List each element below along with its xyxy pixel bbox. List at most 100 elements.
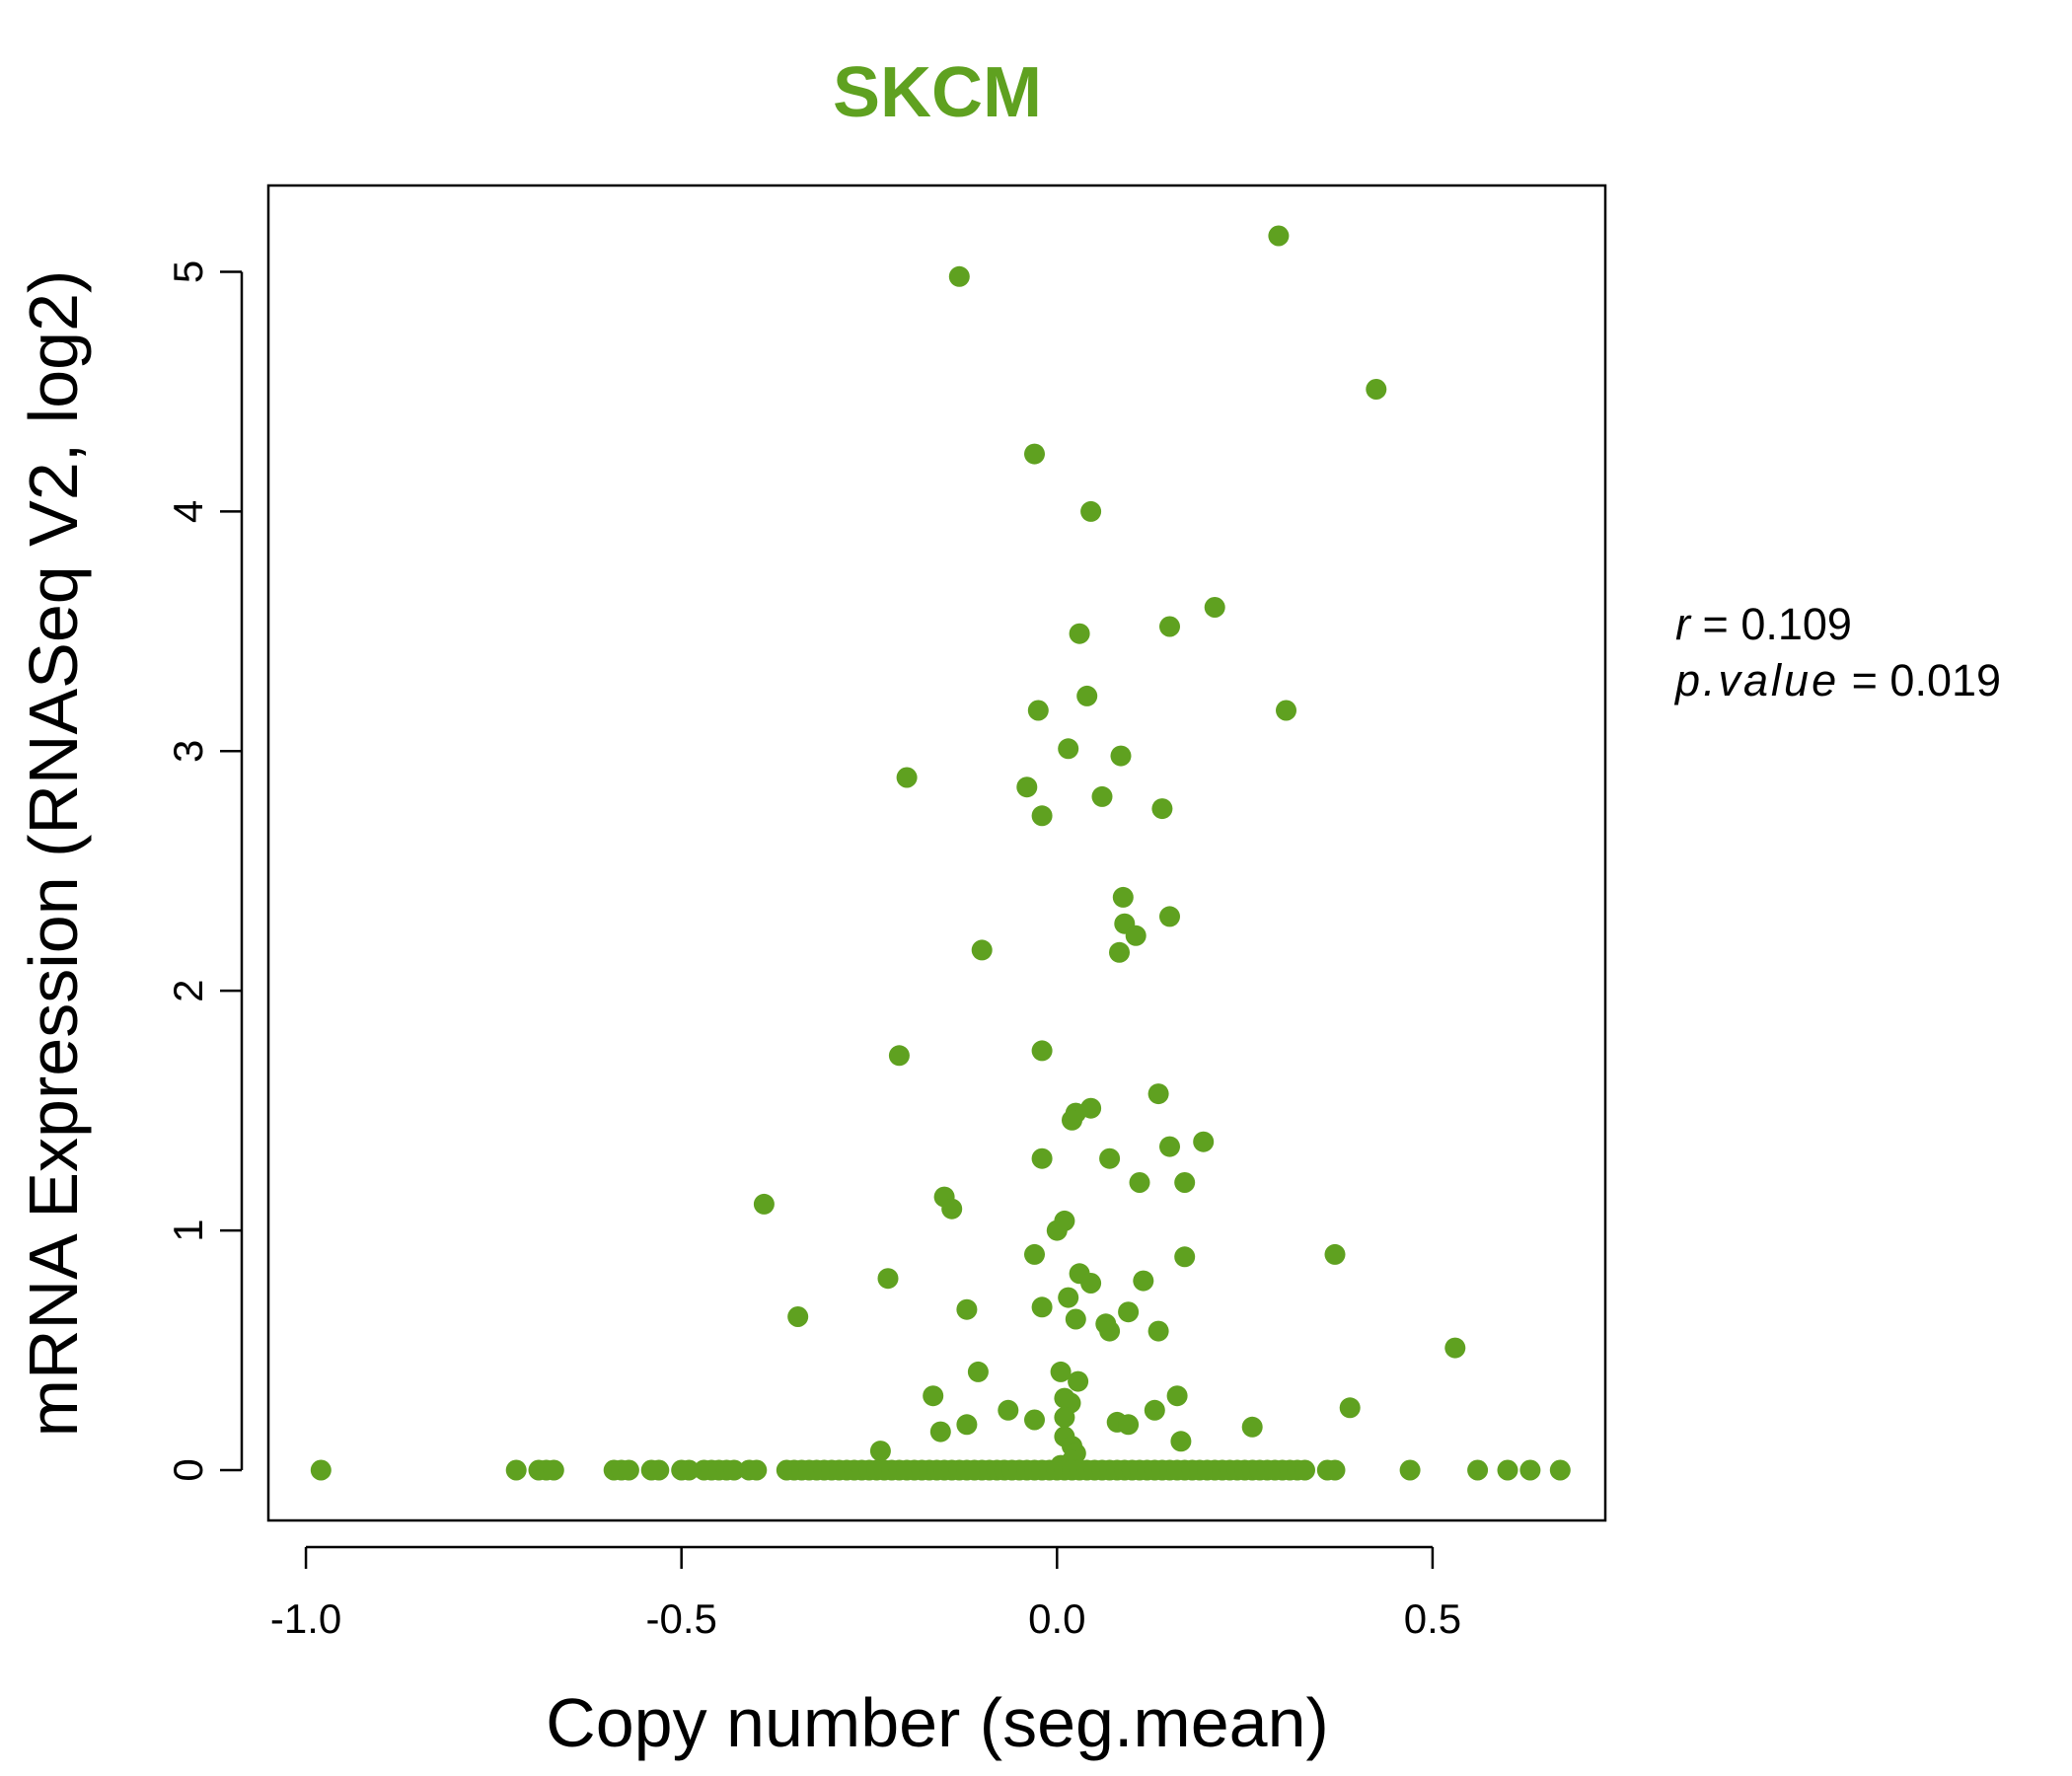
data-point bbox=[723, 1459, 745, 1481]
data-point bbox=[1080, 1273, 1102, 1294]
r-value: 0.109 bbox=[1740, 599, 1852, 649]
data-point bbox=[1166, 1385, 1188, 1407]
data-point bbox=[948, 265, 970, 287]
x-tick-label: 0.0 bbox=[1028, 1595, 1085, 1642]
data-point bbox=[1065, 1308, 1086, 1330]
data-point bbox=[967, 1361, 989, 1382]
chart-title: SKCM bbox=[833, 53, 1042, 132]
r-equals: = bbox=[1703, 599, 1741, 649]
data-point bbox=[1050, 1361, 1072, 1382]
data-point bbox=[1159, 616, 1180, 637]
data-point bbox=[1080, 500, 1102, 522]
data-point bbox=[1159, 906, 1180, 927]
data-point bbox=[753, 1193, 775, 1215]
data-point bbox=[998, 1399, 1019, 1421]
data-point bbox=[941, 1198, 963, 1220]
x-tick-label: -0.5 bbox=[645, 1595, 716, 1642]
r-label: r bbox=[1675, 599, 1692, 649]
data-point bbox=[1027, 700, 1049, 721]
data-point bbox=[1058, 1287, 1079, 1308]
data-point bbox=[923, 1385, 944, 1407]
data-point bbox=[1118, 1301, 1140, 1323]
data-point bbox=[1339, 1397, 1361, 1419]
p-label: p.value bbox=[1673, 655, 1839, 705]
data-point bbox=[1024, 443, 1045, 465]
data-point bbox=[1069, 623, 1090, 644]
data-point bbox=[618, 1459, 639, 1481]
data-point bbox=[1295, 1459, 1315, 1481]
data-point bbox=[877, 1268, 899, 1290]
data-point bbox=[1031, 805, 1053, 827]
data-point bbox=[1109, 941, 1130, 963]
data-point bbox=[1076, 685, 1098, 706]
data-point bbox=[1144, 1399, 1165, 1421]
data-point bbox=[1159, 1136, 1180, 1157]
p-equals: = bbox=[1852, 655, 1890, 705]
data-point bbox=[1046, 1220, 1068, 1241]
data-point bbox=[1016, 777, 1038, 798]
data-point bbox=[746, 1459, 768, 1481]
data-point bbox=[1170, 1431, 1192, 1452]
data-point bbox=[1054, 1407, 1075, 1428]
data-point bbox=[505, 1459, 527, 1481]
data-point bbox=[1519, 1459, 1541, 1481]
data-point bbox=[1031, 1040, 1053, 1062]
data-point bbox=[956, 1414, 978, 1436]
x-tick-label: -1.0 bbox=[270, 1595, 341, 1642]
data-point bbox=[648, 1459, 670, 1481]
data-point bbox=[787, 1306, 809, 1327]
data-point bbox=[1147, 1320, 1169, 1342]
data-point bbox=[1193, 1131, 1215, 1152]
data-point bbox=[310, 1459, 332, 1481]
data-point bbox=[1174, 1172, 1196, 1193]
data-point bbox=[929, 1421, 951, 1443]
plot-frame bbox=[266, 184, 1607, 1522]
data-point bbox=[1497, 1459, 1518, 1481]
data-point bbox=[888, 1045, 910, 1067]
data-point bbox=[1091, 785, 1113, 807]
p-stat-line: p.value = 0.019 bbox=[1673, 655, 2001, 705]
y-tick-label: 4 bbox=[165, 500, 211, 523]
data-point bbox=[1024, 1243, 1045, 1265]
y-axis: 0 1 2 3 4 5 bbox=[165, 260, 244, 1482]
data-point bbox=[543, 1459, 564, 1481]
y-tick-label: 3 bbox=[165, 740, 211, 763]
p-value: 0.019 bbox=[1889, 655, 2001, 705]
x-tick-label: 0.5 bbox=[1404, 1595, 1461, 1642]
data-point bbox=[1110, 745, 1132, 767]
data-point bbox=[956, 1298, 978, 1320]
data-point bbox=[1125, 925, 1147, 946]
y-tick-label: 2 bbox=[165, 980, 211, 1002]
data-point bbox=[1276, 700, 1296, 721]
data-point bbox=[1151, 798, 1173, 820]
y-tick-label: 0 bbox=[165, 1458, 211, 1481]
data-point bbox=[1024, 1409, 1045, 1431]
data-point bbox=[1366, 379, 1387, 400]
data-point bbox=[1241, 1416, 1263, 1438]
data-point bbox=[1399, 1459, 1421, 1481]
x-axis: -1.0 -0.5 0.0 0.5 bbox=[270, 1545, 1461, 1642]
data-point bbox=[1467, 1459, 1489, 1481]
y-axis-label: mRNA Expression (RNASeq V2, log2) bbox=[15, 270, 92, 1438]
data-point bbox=[1324, 1243, 1346, 1265]
data-point bbox=[1099, 1320, 1121, 1342]
data-point bbox=[1068, 1370, 1089, 1392]
y-tick-label: 1 bbox=[165, 1219, 211, 1241]
data-point bbox=[678, 1459, 700, 1481]
data-point bbox=[1099, 1147, 1121, 1169]
data-point bbox=[869, 1441, 891, 1462]
data-point bbox=[1058, 738, 1079, 760]
data-point bbox=[896, 767, 918, 788]
data-point bbox=[1112, 886, 1134, 908]
data-point bbox=[1204, 597, 1225, 618]
data-points bbox=[310, 225, 1571, 1481]
y-tick-label: 5 bbox=[165, 260, 211, 283]
data-point bbox=[1324, 1459, 1346, 1481]
r-stat-line: r = 0.109 bbox=[1675, 599, 1852, 649]
data-point bbox=[1118, 1414, 1140, 1436]
data-point bbox=[971, 939, 993, 961]
data-point bbox=[1444, 1337, 1466, 1359]
data-point bbox=[1549, 1459, 1571, 1481]
